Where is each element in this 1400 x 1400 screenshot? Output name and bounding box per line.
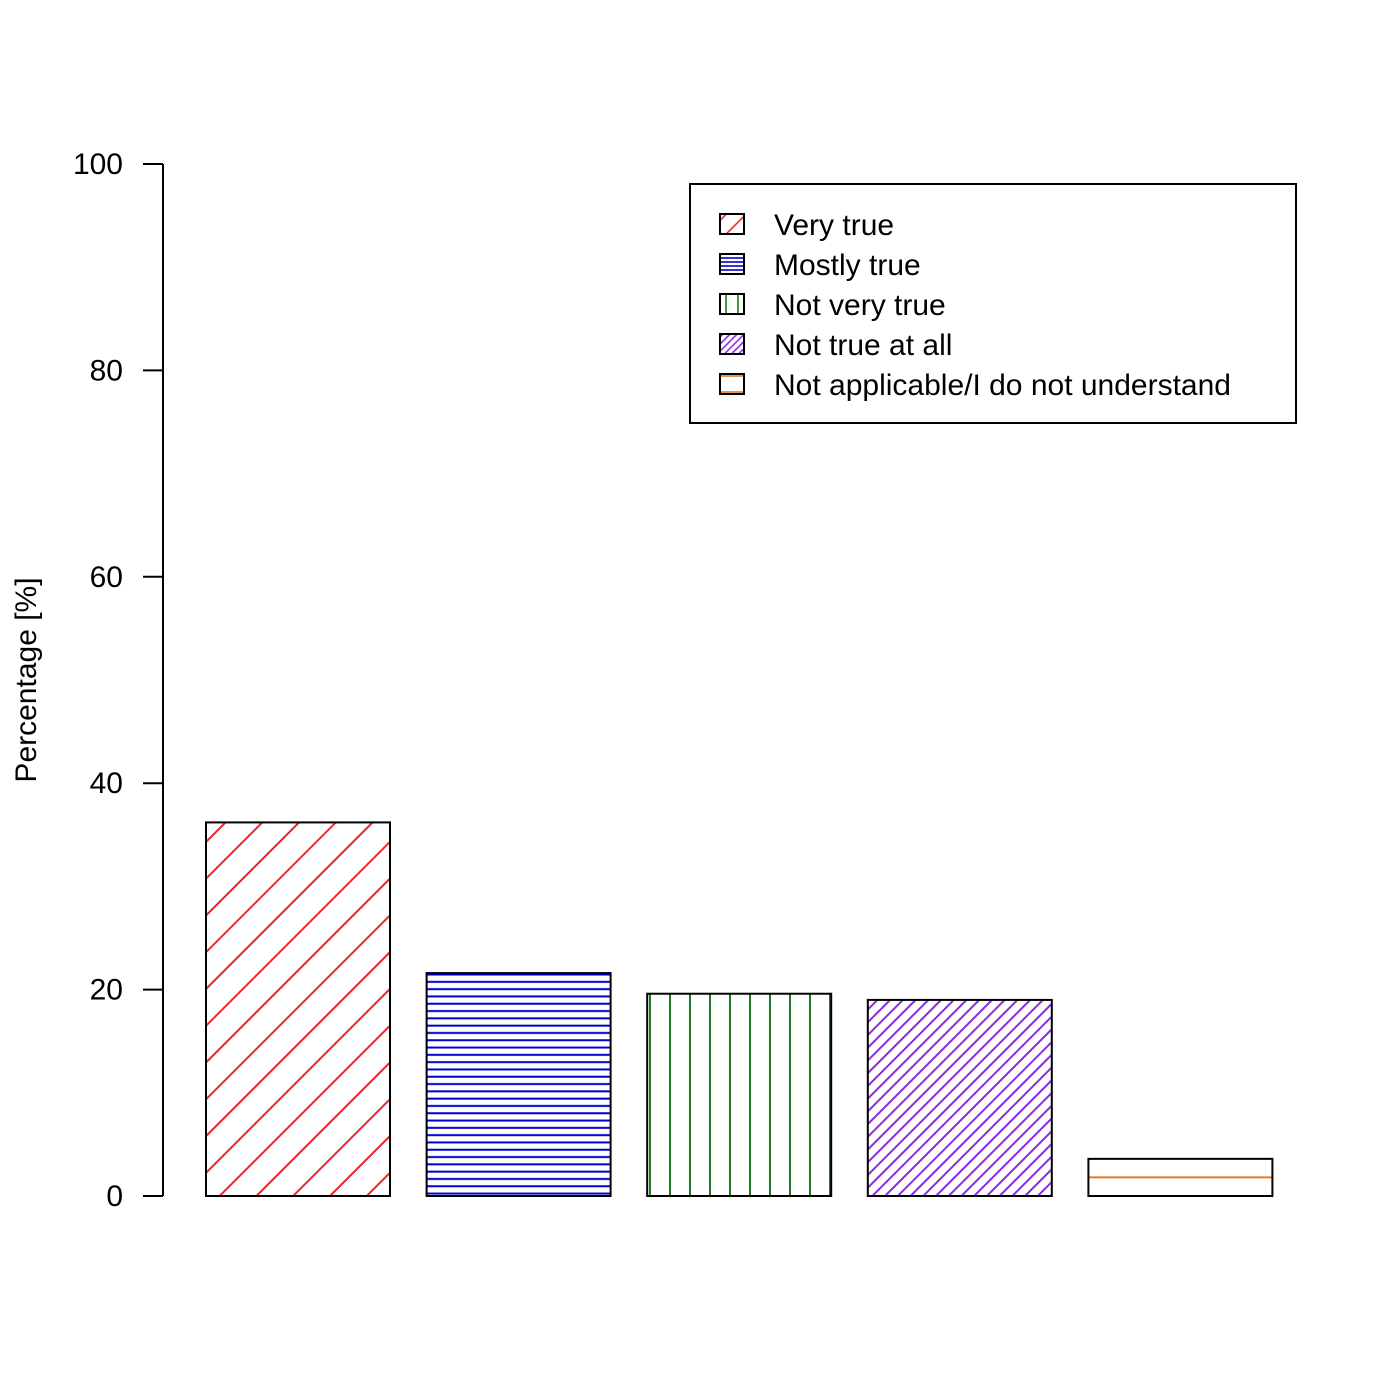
- y-axis-title: Percentage [%]: [10, 577, 43, 782]
- legend-label: Mostly true: [774, 249, 921, 282]
- y-tick-label: 0: [106, 1180, 123, 1213]
- bar-fill: [206, 822, 390, 1196]
- legend-swatch: [719, 253, 745, 275]
- legend-frame: [689, 183, 1297, 424]
- bar-fill: [647, 993, 832, 1196]
- bar: [866, 998, 1053, 1197]
- y-ticks: 0 20 40 60 80 100: [73, 148, 163, 1213]
- y-tick-label: 100: [73, 148, 123, 181]
- bars: [205, 821, 1274, 1198]
- legend-swatch: [719, 293, 745, 315]
- y-axis: 0 20 40 60 80 100: [73, 148, 164, 1213]
- legend-swatch: [719, 213, 745, 235]
- bar: [646, 992, 833, 1198]
- y-tick-label: 80: [90, 354, 123, 387]
- bar-fill: [867, 999, 1052, 1196]
- legend-label: Not very true: [774, 289, 946, 322]
- legend-label: Very true: [774, 209, 894, 242]
- bar-fill: [426, 973, 611, 1196]
- legend-items: Very true Mostly true Not very true Not tru…: [719, 209, 1231, 402]
- bar: [1087, 1157, 1274, 1198]
- legend-label: Not true at all: [774, 329, 952, 362]
- legend-swatch: [719, 373, 745, 395]
- legend-label: Not applicable/I do not understand: [774, 369, 1231, 402]
- bar: [205, 821, 391, 1198]
- y-tick-label: 20: [90, 974, 123, 1007]
- y-tick-label: 40: [90, 767, 123, 800]
- y-tick-label: 60: [90, 561, 123, 594]
- legend: Very true Mostly true Not very true Not tru…: [689, 183, 1297, 424]
- bar: [425, 972, 612, 1198]
- legend-swatch: [719, 333, 745, 355]
